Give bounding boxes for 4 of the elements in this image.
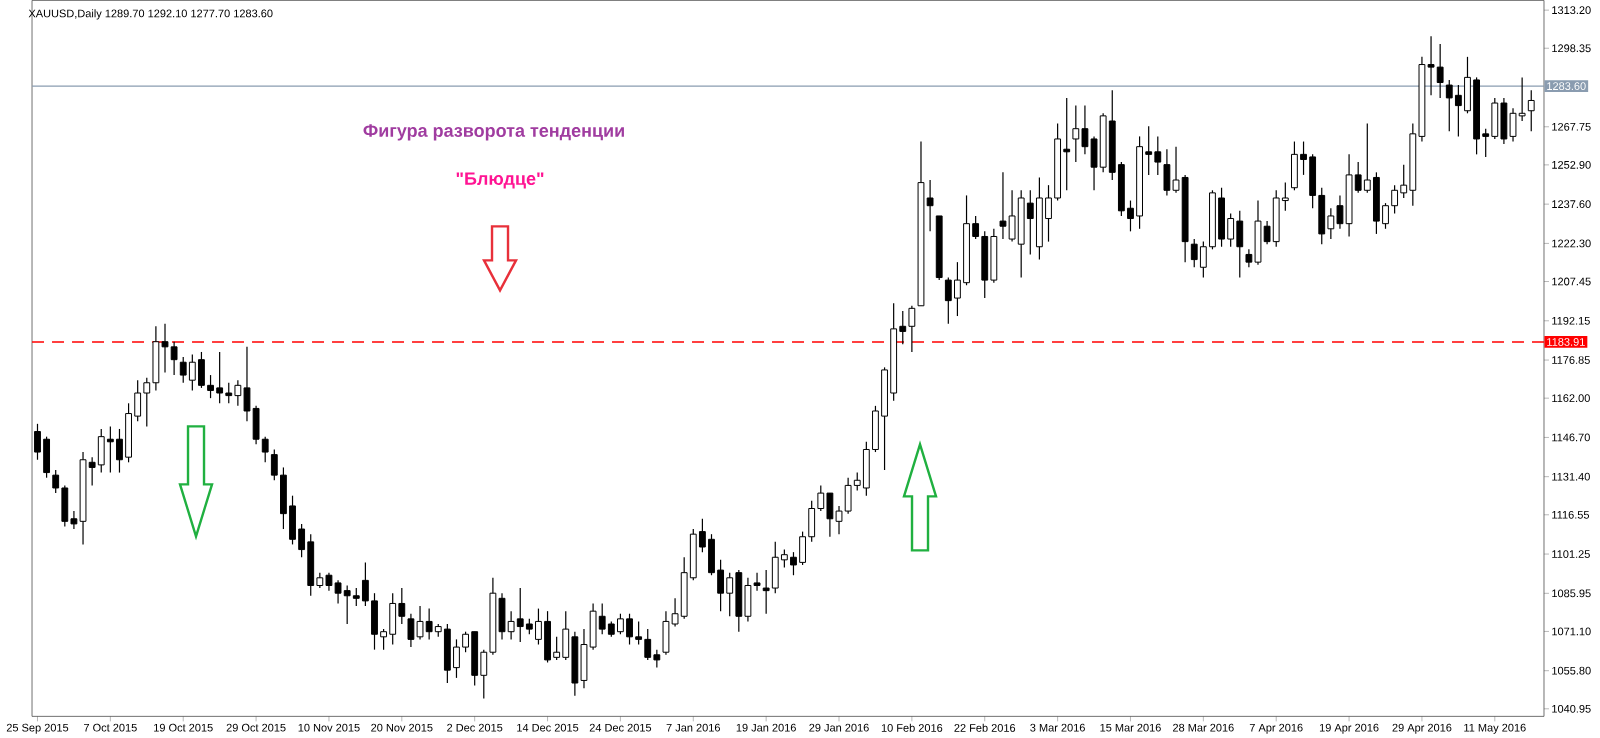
candlestick	[1527, 89, 1535, 132]
annotation: "Блюдце"	[456, 172, 544, 189]
annotation: Фигура разворота тенденции	[363, 124, 624, 141]
candlestick	[1072, 104, 1080, 163]
